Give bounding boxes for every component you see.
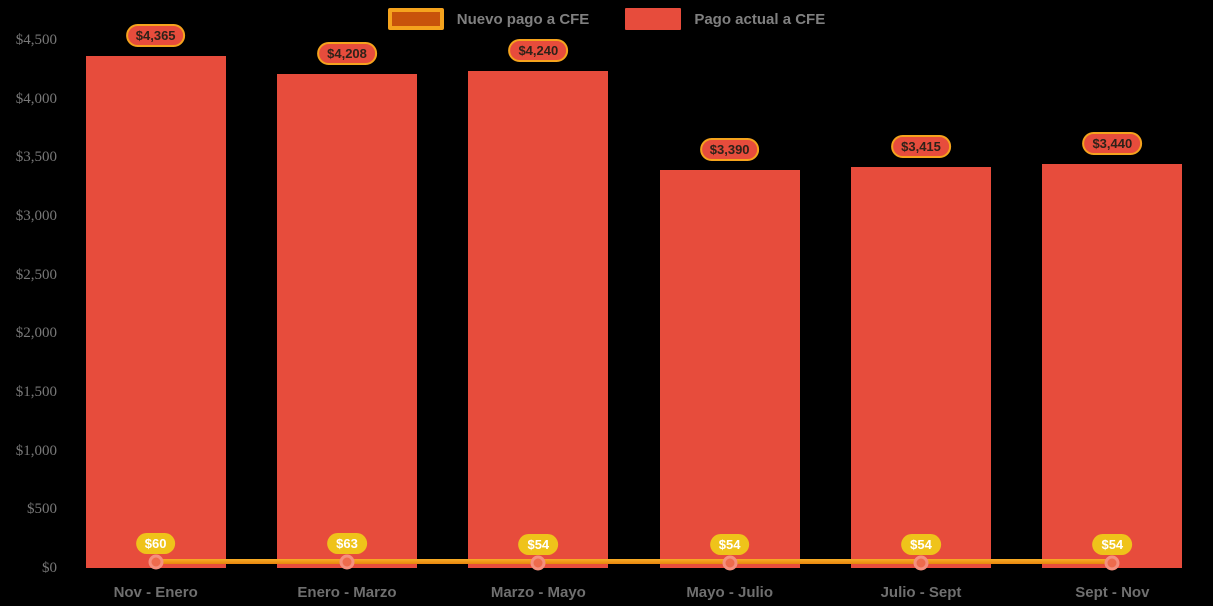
line-point-marker bbox=[722, 555, 738, 571]
legend: Nuevo pago a CFE Pago actual a CFE bbox=[0, 8, 1213, 30]
y-axis-tick-label: $500 bbox=[27, 501, 57, 518]
bar-value-label: $3,415 bbox=[891, 135, 951, 159]
line-value-label: $54 bbox=[1092, 533, 1133, 555]
legend-swatch-pago-actual-icon bbox=[625, 8, 682, 30]
y-axis-tick-label: $4,500 bbox=[15, 32, 57, 48]
y-axis-tick-label: $1,000 bbox=[15, 442, 57, 459]
x-axis-category-label: Enero - Marzo bbox=[297, 584, 397, 601]
line-point-marker bbox=[530, 555, 546, 571]
x-axis-category-label: Julio - Sept bbox=[880, 584, 962, 601]
legend-label-pago-actual: Pago actual a CFE bbox=[694, 10, 826, 28]
line-value-label: $54 bbox=[518, 533, 559, 555]
bar-pago-actual bbox=[1042, 164, 1183, 568]
y-axis-tick-label: $3,000 bbox=[15, 208, 57, 224]
y-axis-tick-label: $2,500 bbox=[15, 266, 57, 283]
legend-item-nuevo-pago[interactable]: Nuevo pago a CFE bbox=[387, 8, 590, 30]
line-point-marker bbox=[1104, 555, 1120, 571]
bar-value-label: $4,240 bbox=[508, 38, 569, 62]
x-axis-category-label: Mayo - Julio bbox=[686, 584, 773, 601]
line-point-marker bbox=[339, 554, 355, 570]
line-value-label: $54 bbox=[709, 533, 750, 555]
x-axis-category-label: Marzo - Mayo bbox=[490, 584, 586, 601]
y-axis-tick-label: $2,000 bbox=[15, 325, 57, 342]
x-axis-category-label: Sept - Nov bbox=[1075, 584, 1150, 601]
x-axis-category-label: Nov - Enero bbox=[113, 584, 198, 601]
bar-pago-actual bbox=[468, 70, 609, 568]
legend-label-nuevo-pago: Nuevo pago a CFE bbox=[456, 10, 590, 28]
y-axis-tick-label: $1,500 bbox=[15, 384, 57, 400]
line-value-label: $54 bbox=[901, 533, 941, 555]
bar-pago-actual bbox=[277, 74, 417, 568]
y-axis-tick-label: $3,500 bbox=[15, 149, 57, 166]
line-point-marker bbox=[913, 555, 929, 571]
y-axis-tick-label: $0 bbox=[42, 560, 57, 576]
legend-item-pago-actual[interactable]: Pago actual a CFE bbox=[625, 8, 825, 30]
line-nuevo-pago bbox=[155, 559, 1113, 565]
line-value-label: $60 bbox=[135, 532, 176, 554]
legend-swatch-nuevo-pago-icon bbox=[387, 8, 444, 30]
line-value-label: $63 bbox=[327, 532, 367, 554]
bar-pago-actual bbox=[85, 55, 226, 568]
bar-value-label: $3,440 bbox=[1082, 132, 1143, 156]
bar-value-label: $4,365 bbox=[125, 23, 186, 47]
bar-value-label: $3,390 bbox=[699, 138, 760, 162]
y-axis-tick-label: $4,000 bbox=[15, 90, 57, 107]
bar-pago-actual bbox=[659, 170, 800, 568]
bar-value-label: $4,208 bbox=[317, 42, 377, 66]
bar-pago-actual bbox=[851, 167, 991, 568]
line-point-marker bbox=[148, 554, 164, 570]
